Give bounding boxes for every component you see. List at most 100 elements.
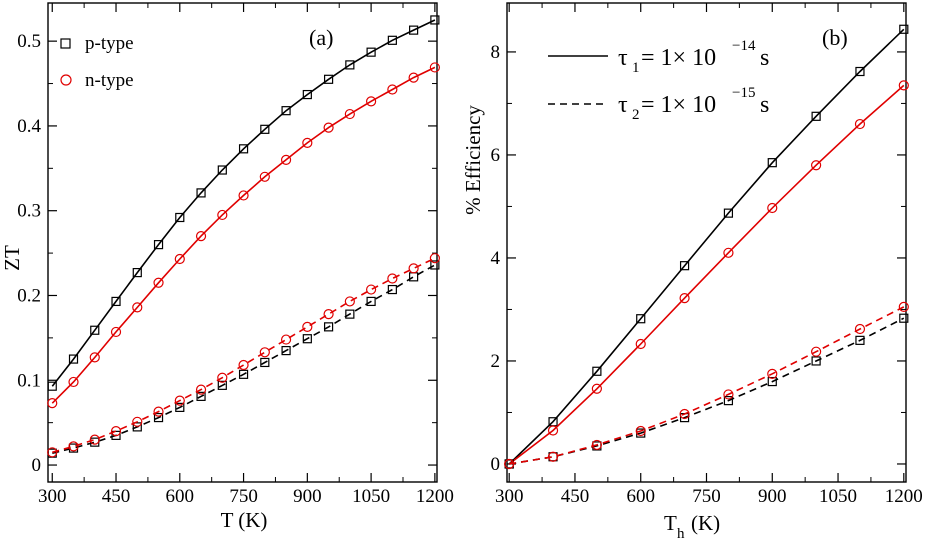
panel-a-series-3-point — [89, 434, 100, 445]
panel-a-x-tick-label: 450 — [102, 486, 131, 507]
panel-b-series-3-point — [898, 301, 909, 312]
panel-b-series-1-point — [591, 383, 602, 394]
panel-b-series-2-point — [767, 376, 777, 387]
panel-b-series-2-point — [899, 313, 909, 323]
panel-a-series-1-point — [110, 326, 122, 338]
panel-a-series-0-point — [47, 381, 57, 391]
legend-tau2-subscript: 2 — [632, 107, 640, 123]
legend-tau1-symbol: τ — [618, 45, 628, 71]
panel-b-series-2-point — [811, 356, 821, 366]
panel-a-x-tick-label: 300 — [38, 486, 67, 507]
panel-a-series-1-point — [323, 122, 334, 133]
legend-tau2-exponent: −15 — [732, 85, 755, 101]
panel-a-series-1-point — [238, 190, 249, 201]
panel-a-series-1-point — [153, 277, 164, 288]
panel-b-series-1-point — [547, 425, 559, 436]
legend-tau1-equation: = 1× 10 — [641, 45, 716, 71]
panel-b-series-0-point — [811, 111, 821, 121]
panel-b-series-2-point — [723, 396, 734, 406]
panel-a-series-0-point — [260, 124, 270, 134]
panel-a-series-1-point — [344, 108, 355, 120]
panel-a-legend: p-type n-type — [60, 33, 134, 91]
panel-a-series-1-point — [302, 137, 313, 148]
panel-b-series-0-point — [855, 66, 865, 77]
panel-a-series-3-point — [323, 309, 334, 320]
panel-a-series-2-point — [323, 322, 334, 332]
panel-b-x-tick-label: 750 — [692, 486, 721, 507]
panel-a-series-0-point — [68, 354, 79, 364]
legend-square-marker — [60, 38, 71, 49]
panel-b-x-axis-label: T h (K) — [664, 511, 720, 542]
legend-tau2-equation: = 1× 10 — [641, 92, 716, 118]
panel-b-y-tick-label: 4 — [491, 248, 501, 269]
panel-a-series-2-point — [90, 437, 100, 447]
legend-tau2-unit: s — [760, 92, 769, 118]
panel-a-series-2-point — [302, 334, 312, 344]
panel-b-series-3-point — [811, 346, 822, 357]
panel-a-series-3-point — [366, 284, 377, 295]
panel-a-series-2-point — [196, 391, 206, 401]
panel-a-series-0-point — [175, 212, 185, 223]
panel-a-series-0-point — [366, 47, 376, 57]
panel-a-series-3-point — [217, 372, 228, 383]
panel-a-series-0-point — [409, 25, 419, 35]
panel-a-y-tick-label: 0.1 — [17, 370, 41, 391]
panel-a-series-3-point — [47, 447, 58, 458]
panel-b-series-3-point — [854, 323, 866, 335]
panel-a-y-tick-label: 0.5 — [17, 31, 41, 52]
panel-a-series-1-point — [132, 302, 143, 313]
panel-b-series-3-line — [509, 306, 905, 465]
panel-a-x-tick-label: 1050 — [352, 486, 390, 507]
legend-tau2-symbol: τ — [618, 92, 628, 118]
panel-a-series-0-point — [111, 296, 121, 307]
panel-b-series-3-point — [591, 439, 602, 451]
panel-b-series-3-point — [679, 408, 690, 420]
panel-b-series-1-line — [508, 84, 905, 465]
panel-b-series-3-point — [635, 425, 646, 437]
panel-a-x-axis-label: T (K) — [221, 508, 268, 532]
panel-b-y-tick-label: 6 — [491, 145, 501, 166]
panel-a-series-0-point — [323, 74, 334, 84]
panel-a-series-3-point — [174, 395, 185, 406]
legend-label-n-type: n-type — [85, 70, 134, 91]
panel-b-series-1-point — [854, 118, 866, 130]
panel-b-series-0-line — [508, 28, 905, 465]
panel-b-series-1-point — [811, 160, 822, 171]
panel-b-series-2-line — [509, 317, 905, 465]
panel-b-series-3-point — [547, 451, 559, 462]
panel-b-x-tick-label: 600 — [626, 486, 655, 507]
panel-b-x-axis-unit: (K) — [691, 511, 720, 535]
panel-a-series-3-point — [280, 334, 292, 345]
panel-a-series-2-point — [238, 369, 249, 379]
panel-b-series-3-point — [504, 458, 515, 470]
panel-a-x-tick-label: 900 — [293, 486, 322, 507]
panel-b-series-0-point — [636, 314, 646, 324]
panel-a-series-1-point — [47, 398, 58, 409]
panel-a-x-tick-label: 750 — [229, 486, 258, 507]
panel-a-series-2-point — [430, 260, 440, 270]
legend-tau1-exponent: −14 — [732, 38, 756, 54]
legend-tau1-unit: s — [760, 45, 769, 71]
panel-a-series-2-point — [153, 412, 164, 423]
panel-a-series-3-point — [408, 263, 419, 274]
panel-b-plot: 300 450 600 750 900 1050 1200 0 2 4 6 8 — [491, 2, 923, 507]
panel-b-x-tick-label: 1200 — [885, 486, 923, 507]
panel-a-series-1-point — [280, 154, 292, 165]
panel-b-y-tick-label: 0 — [491, 454, 501, 475]
panel-b-frame — [506, 2, 907, 483]
panel-a-series-2-point — [132, 422, 142, 432]
panel-a-series-3-point — [238, 359, 249, 371]
legend-tau1-subscript: 1 — [632, 60, 640, 76]
panel-a-series-1-point — [89, 352, 100, 363]
panel-a-series-1-point — [174, 253, 185, 265]
panel-a-series-2-point — [175, 402, 185, 412]
panel-a-y-axis-label: ZT — [0, 245, 24, 271]
panel-a-series-0-line — [51, 19, 436, 387]
panel-a-plot: 300 450 600 750 900 1050 1200 0 0.1 0.2 0.3 0.4 0.5 — [17, 2, 454, 507]
panel-a-series-3-line — [52, 257, 436, 454]
panel-b-series-0-point — [723, 208, 734, 218]
panel-b-series-3-point — [723, 389, 734, 400]
panel-a-series-1-point — [387, 84, 398, 95]
panel-b-series-1-point — [635, 338, 646, 350]
panel-a-series-2-point — [345, 309, 355, 319]
